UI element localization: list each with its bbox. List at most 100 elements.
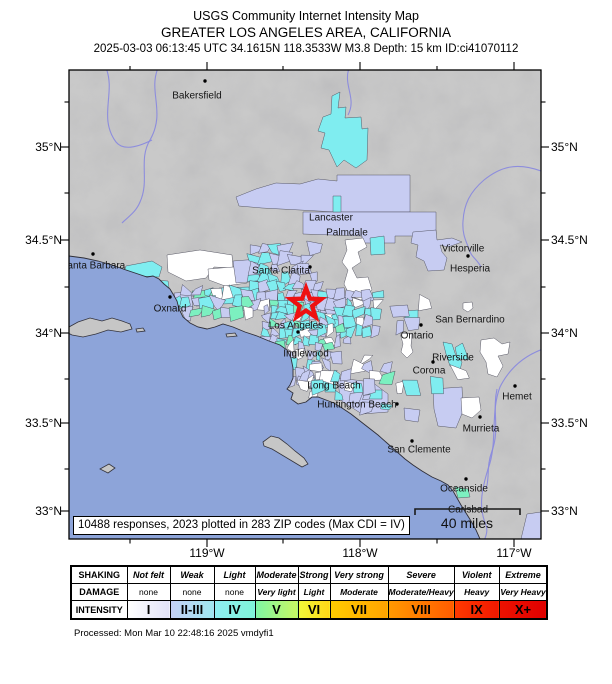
legend-row-label: SHAKING — [70, 565, 128, 584]
zip-polygon — [243, 306, 254, 321]
city-label: San Clemente — [387, 445, 451, 456]
zip-polygon — [301, 335, 310, 347]
city-dot — [308, 265, 312, 269]
zip-polygon — [378, 370, 396, 385]
legend-shaking-cell: Weak — [169, 565, 215, 584]
legend-shaking-cell: Not felt — [126, 565, 171, 584]
legend-damage-cell: none — [126, 583, 171, 601]
response-count-text: 10488 responses, 2023 plotted in 283 ZIP… — [78, 519, 405, 531]
city-label: Oceanside — [440, 484, 488, 495]
zip-polygon — [302, 211, 437, 244]
map-border — [68, 69, 542, 540]
island — [69, 317, 133, 338]
legend-intensity-cell: VI — [297, 600, 331, 620]
legend-damage-cell: Very light — [254, 583, 299, 601]
zip-polygon — [180, 284, 196, 297]
zip-polygon — [362, 394, 371, 400]
lat-label-right: 33°N — [551, 504, 578, 518]
legend-shaking-cell: Violent — [453, 565, 500, 584]
zip-polygon — [520, 511, 541, 539]
zip-polygon — [275, 281, 286, 292]
zip-polygon — [344, 380, 356, 392]
city-label: Santa Clarita — [252, 266, 310, 277]
zip-polygon — [326, 322, 334, 338]
river — [106, 70, 153, 148]
legend-shaking-cell: Severe — [387, 565, 455, 584]
zip-polygon — [462, 301, 474, 313]
zip-polygon — [228, 305, 245, 322]
island — [262, 435, 309, 468]
legend-intensity-cell: X+ — [498, 600, 548, 620]
zip-polygon — [479, 337, 511, 378]
zip-polygon — [306, 240, 323, 256]
zip-polygon — [311, 379, 326, 396]
page-title: USGS Community Internet Intensity Map — [193, 9, 419, 23]
zip-polygon — [341, 237, 373, 301]
zip-polygon — [330, 369, 341, 383]
zip-polygon — [178, 296, 191, 311]
zip-polygon — [454, 342, 470, 360]
city-label: San Bernardino — [435, 315, 505, 326]
zip-polygon — [166, 249, 234, 282]
zip-polygon — [274, 311, 289, 320]
legend-shaking-cell: Light — [213, 565, 256, 584]
legend-damage-cell: Very Heavy — [498, 583, 548, 601]
zip-polygon — [395, 320, 404, 336]
event-info-line: 2025-03-03 06:13:45 UTC 34.1615N 118.353… — [93, 43, 519, 55]
city-label: Los Angeles — [269, 321, 324, 332]
zip-polygon — [190, 285, 204, 296]
zip-polygon — [345, 325, 357, 339]
city-label: Murrieta — [463, 424, 500, 435]
zip-polygon — [348, 391, 364, 405]
zip-polygon — [329, 350, 343, 365]
legend-shaking-cell: Extreme — [498, 565, 548, 584]
city-label: Oxnard — [154, 304, 187, 315]
legend-shaking-cell: Moderate — [254, 565, 299, 584]
zip-polygon — [274, 306, 288, 315]
city-label: Lancaster — [309, 213, 354, 224]
legend-intensity-cell: VIII — [387, 600, 455, 620]
legend-intensity-cell: IX — [453, 600, 500, 620]
zip-polygon — [380, 403, 394, 411]
zip-polygon — [369, 235, 386, 256]
zip-polygon — [350, 358, 366, 375]
zip-polygon — [317, 91, 369, 169]
zip-polygon — [316, 348, 321, 361]
zip-polygon — [361, 313, 374, 328]
zip-polygon — [334, 389, 344, 401]
legend-intensity-cell: VII — [329, 600, 389, 620]
zip-polygon — [298, 368, 311, 382]
city-label: Long Beach — [307, 381, 360, 392]
map-area: Bakersfield Lancaster Palmdale Santa Clarit… — [61, 70, 541, 539]
city-dot — [466, 254, 470, 258]
zip-polygon — [352, 306, 366, 320]
island — [135, 327, 146, 333]
zip-polygon — [188, 307, 206, 318]
legend-intensity-cell: IV — [213, 600, 256, 620]
zip-polygon — [358, 354, 374, 366]
city-label: Hesperia — [450, 264, 490, 275]
scale-label: 40 miles — [441, 515, 493, 531]
city-label: Carlsbad — [448, 505, 488, 516]
zip-polygon — [362, 378, 376, 396]
axis-ticks-and-labels: 35°N 35°N 34.5°N 34.5°N 34°N 34°N 33.5°N 33.5°N… — [25, 62, 588, 560]
legend-shaking-cell: Very strong — [329, 565, 389, 584]
zip-polygon — [286, 338, 295, 354]
zip-polygon — [389, 304, 410, 318]
legend-intensity-cell: I — [126, 600, 171, 620]
legend-intensity-cell: V — [254, 600, 299, 620]
city-dot — [410, 439, 414, 443]
zip-polygon — [418, 294, 432, 312]
zip-polygon — [355, 323, 363, 337]
city-label: Palmdale — [326, 228, 368, 239]
zip-polygon — [430, 376, 444, 395]
city-label: Santa Barbara — [61, 261, 126, 272]
city-label: Riverside — [432, 353, 474, 364]
lat-label-left: 33°N — [35, 504, 62, 518]
lat-label-right: 34°N — [551, 326, 578, 340]
zip-polygon — [359, 401, 375, 416]
legend-intensity-cell: II-III — [169, 600, 215, 620]
lat-label-left: 34°N — [35, 326, 62, 340]
rivers — [106, 70, 541, 539]
